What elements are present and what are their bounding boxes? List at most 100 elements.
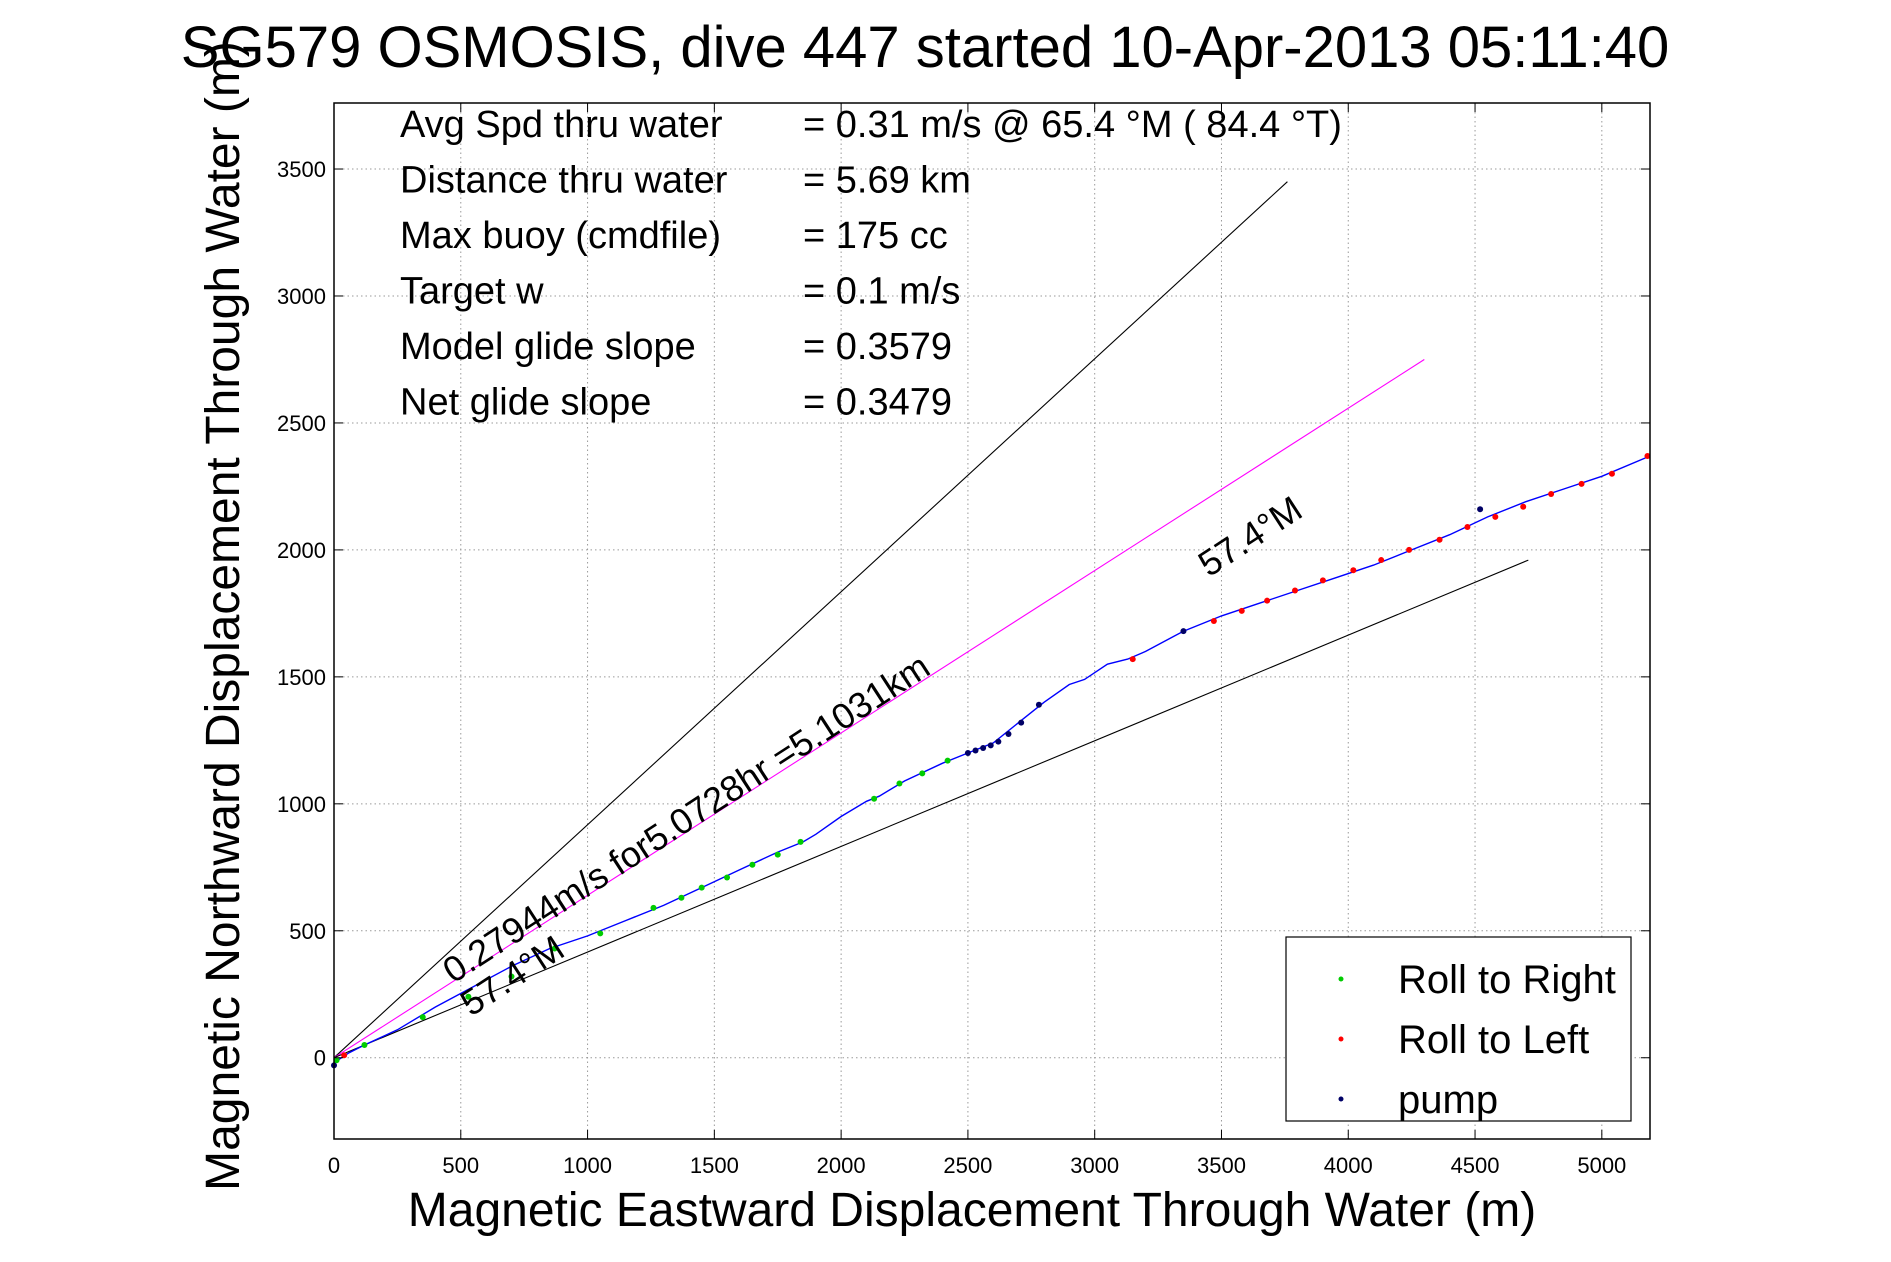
stat-label: Distance thru water <box>400 160 728 202</box>
stat-value: = 5.69 km <box>803 160 971 202</box>
x-axis-label: Magnetic Eastward Displacement Through W… <box>408 1184 1536 1237</box>
x-tick-label: 3000 <box>1070 1153 1119 1178</box>
legend-label: Roll to Left <box>1398 1018 1589 1062</box>
roll-to-right-marker <box>749 861 756 868</box>
roll-to-left-marker <box>1644 452 1651 459</box>
y-tick-label: 500 <box>289 919 326 944</box>
pump-marker <box>995 738 1002 745</box>
roll-to-right-marker <box>419 1014 426 1021</box>
roll-to-right-marker <box>597 930 604 937</box>
glider-track-line <box>333 455 1651 1064</box>
pump-marker <box>980 744 987 751</box>
y-tick-label: 2500 <box>277 411 326 436</box>
stat-value: = 0.1 m/s <box>803 271 960 313</box>
markers <box>331 452 1651 1069</box>
stat-label: Model glide slope <box>400 326 696 368</box>
y-tick-label: 2000 <box>277 538 326 563</box>
legend-marker <box>1338 976 1344 982</box>
roll-to-right-marker <box>508 973 515 980</box>
roll-to-left-marker <box>1378 557 1385 564</box>
roll-to-right-marker <box>919 770 926 777</box>
pump-marker <box>964 750 971 757</box>
stat-value: = 0.3479 <box>803 382 952 424</box>
roll-to-left-marker <box>1210 618 1217 624</box>
x-tick-label: 2500 <box>943 1153 992 1178</box>
y-axis-label: Magnetic Northward Displacement Through … <box>197 41 250 1191</box>
roll-to-right-marker <box>724 874 731 881</box>
roll-to-left-marker <box>1350 567 1357 574</box>
y-tick-label: 3000 <box>277 284 326 309</box>
roll-to-left-marker <box>1264 597 1271 604</box>
y-tick-label: 1500 <box>277 665 326 690</box>
roll-to-right-marker <box>944 757 951 764</box>
roll-to-right-marker <box>361 1042 368 1049</box>
roll-to-right-marker <box>698 884 705 891</box>
roll-to-left-marker <box>1238 607 1245 614</box>
legend-label: pump <box>1398 1078 1498 1122</box>
roll-to-left-marker <box>341 1052 348 1059</box>
roll-to-right-marker <box>871 795 878 802</box>
roll-to-left-marker <box>1608 470 1615 477</box>
roll-to-left-marker <box>1464 524 1471 531</box>
pump-marker <box>987 742 994 749</box>
legend-label: Roll to Right <box>1398 958 1616 1002</box>
x-tick-label: 500 <box>442 1153 479 1178</box>
stat-label: Max buoy (cmdfile) <box>400 215 721 257</box>
stat-label: Target w <box>400 271 544 313</box>
roll-to-right-marker <box>333 1057 340 1064</box>
stat-label: Net glide slope <box>400 382 651 424</box>
roll-to-left-marker <box>1129 656 1136 663</box>
chart-title: SG579 OSMOSIS, dive 447 started 10-Apr-2… <box>181 15 1669 80</box>
pump-marker <box>1018 719 1025 726</box>
pump-marker <box>1035 701 1042 708</box>
y-axis-ticks: 0 500 1000 1500 2000 2500 3000 3500 <box>277 157 1650 1071</box>
roll-to-left-marker <box>1319 577 1326 584</box>
x-tick-label: 3500 <box>1197 1153 1246 1178</box>
stat-label: Avg Spd thru water <box>400 104 723 146</box>
roll-to-right-marker <box>678 894 685 901</box>
roll-to-right-marker <box>465 993 472 1000</box>
x-tick-label: 1500 <box>690 1153 739 1178</box>
stat-value: = 0.31 m/s @ 65.4 °M ( 84.4 °T) <box>803 104 1342 146</box>
roll-to-left-marker <box>1520 503 1527 510</box>
pump-marker <box>1180 628 1187 635</box>
legend: Roll to Right Roll to Left pump <box>1285 936 1632 1122</box>
stats-panel: Avg Spd thru water = 0.31 m/s @ 65.4 °M (… <box>400 104 1342 424</box>
legend-box <box>1285 936 1632 1122</box>
x-tick-label: 2000 <box>817 1153 866 1178</box>
reference-line <box>333 559 1529 1059</box>
reference-line <box>333 181 1288 1059</box>
roll-to-right-marker <box>896 780 903 787</box>
roll-to-left-marker <box>1492 513 1499 520</box>
legend-marker <box>1338 1096 1344 1102</box>
reference-line <box>333 359 1425 1059</box>
track <box>333 455 1651 1064</box>
pump-marker <box>1477 506 1484 513</box>
plot-frame <box>333 102 1651 1140</box>
x-axis-ticks: 0 500 1000 1500 2000 2500 3000 3500 4000 4500 5000 <box>328 103 1626 1178</box>
roll-to-right-marker <box>551 945 558 952</box>
y-tick-label: 1000 <box>277 792 326 817</box>
pump-marker <box>1005 730 1012 737</box>
x-tick-label: 1000 <box>563 1153 612 1178</box>
roll-to-left-marker <box>1548 491 1555 498</box>
roll-to-left-marker <box>1292 587 1299 594</box>
legend-marker <box>1338 1036 1344 1042</box>
x-tick-label: 5000 <box>1577 1153 1626 1178</box>
x-tick-label: 0 <box>328 1153 340 1178</box>
stat-value: = 0.3579 <box>803 326 952 368</box>
y-tick-label: 3500 <box>277 157 326 182</box>
roll-to-right-marker <box>650 904 657 911</box>
roll-to-left-marker <box>1406 546 1413 553</box>
roll-to-right-marker <box>774 851 781 858</box>
pump-marker <box>972 747 979 754</box>
roll-to-left-marker <box>1578 480 1585 487</box>
x-tick-label: 4000 <box>1324 1153 1373 1178</box>
reference-lines <box>333 181 1529 1059</box>
roll-to-left-marker <box>1436 536 1443 543</box>
x-tick-label: 4500 <box>1451 1153 1500 1178</box>
stat-value: = 175 cc <box>803 215 948 257</box>
y-tick-label: 0 <box>314 1046 326 1071</box>
roll-to-right-marker <box>797 838 804 845</box>
